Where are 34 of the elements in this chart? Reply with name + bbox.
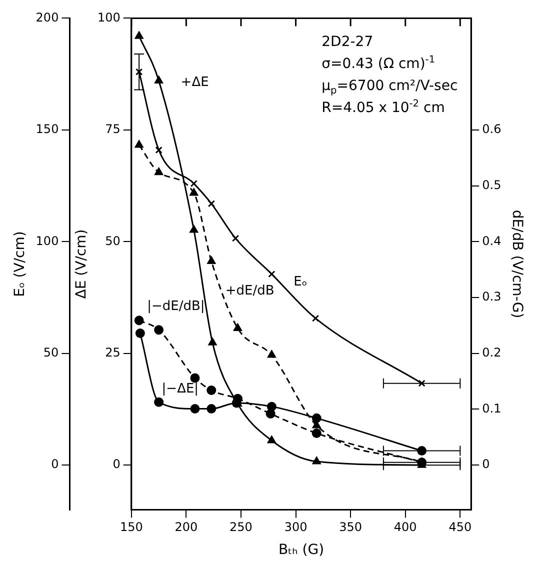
x-tick-label: 300 bbox=[284, 520, 308, 534]
y3-tick-label: 75 bbox=[105, 122, 120, 136]
series-label: |−dE/dB| bbox=[147, 298, 205, 314]
y-tick-label: 50 bbox=[43, 346, 59, 360]
y2-tick-label: 0.3 bbox=[482, 290, 502, 304]
y3-tick-label: 100 bbox=[98, 10, 120, 24]
y3-tick-label: 0 bbox=[112, 457, 120, 472]
y2-tick-label: 0.4 bbox=[482, 234, 502, 248]
y-tick-label: 0 bbox=[51, 457, 59, 472]
y2-tick-label: 0.2 bbox=[482, 346, 502, 360]
y-tick-label: 200 bbox=[36, 10, 59, 24]
y2-tick-label: 0.5 bbox=[482, 178, 502, 192]
y-tick-label: 100 bbox=[36, 234, 59, 248]
x-tick-label: 400 bbox=[394, 520, 417, 534]
y2-tick-label: 0.6 bbox=[482, 122, 502, 136]
y3-tick-label: 50 bbox=[105, 234, 120, 248]
x-tick-label: 200 bbox=[174, 520, 198, 534]
x-tick-label: 150 bbox=[120, 520, 143, 534]
series-label: |−ΔE| bbox=[162, 381, 199, 396]
y2-tick-label: 0 bbox=[482, 457, 490, 472]
y2-tick-label: 0.1 bbox=[482, 401, 502, 416]
x-axis-title: Bₜₕ (G) bbox=[278, 542, 324, 558]
series-label: +dE/dB bbox=[225, 284, 274, 299]
annotation: 2D2-27 bbox=[322, 34, 374, 50]
x-tick-label: 250 bbox=[230, 520, 252, 534]
series-label: Eₒ bbox=[294, 274, 308, 290]
series-label: +ΔE bbox=[180, 75, 209, 90]
y2-axis-title: dE/dB (V/cm-G) bbox=[508, 210, 525, 318]
x-tick-label: 450 bbox=[448, 520, 472, 534]
y-tick-label: 150 bbox=[36, 122, 59, 136]
x-tick-label: 350 bbox=[339, 520, 362, 534]
y3-axis-title: ΔE (V/cm) bbox=[74, 229, 90, 299]
y3-tick-label: 25 bbox=[105, 346, 120, 360]
y-axis-title: Eₒ (V/cm) bbox=[12, 231, 28, 297]
